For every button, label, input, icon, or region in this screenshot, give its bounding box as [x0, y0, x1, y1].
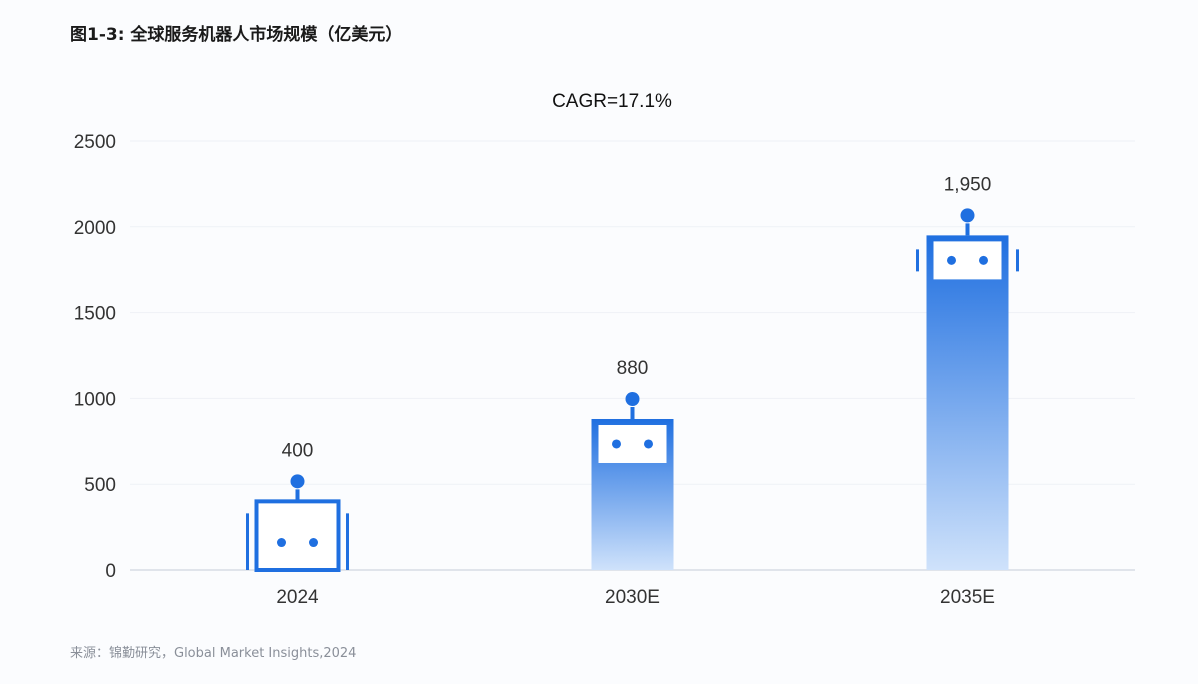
y-tick-label: 500 [84, 475, 116, 496]
bar [254, 499, 341, 572]
chart-title: 图1-3: 全球服务机器人市场规模（亿美元） [70, 25, 403, 45]
robot-eye [644, 439, 653, 449]
robot-eye [277, 538, 286, 548]
x-axis: 2024 2030E 2035E [276, 587, 995, 608]
y-tick-label: 0 [105, 561, 116, 582]
x-tick-label: 2030E [605, 587, 660, 608]
y-axis: 0 500 1000 1500 2000 2500 [74, 132, 116, 582]
data-label: 400 [282, 440, 314, 461]
robot-antenna-ball [960, 208, 975, 223]
bars: 400 880 1,950 [246, 174, 1019, 572]
robot-eye [947, 255, 956, 265]
robot-face [598, 424, 667, 463]
x-tick-label: 2035E [940, 587, 995, 608]
bar-group: 880 [591, 358, 674, 570]
bar-group: 1,950 [916, 174, 1019, 570]
data-label: 1,950 [944, 174, 992, 195]
data-label: 880 [617, 358, 649, 379]
robot-face [933, 241, 1002, 280]
source-note: 来源：锦勤研究，Global Market Insights,2024 [70, 646, 357, 661]
bar-group: 400 [246, 440, 349, 572]
chart-subtitle: CAGR=17.1% [552, 91, 672, 112]
robot-antenna-ball [625, 391, 640, 406]
bar [926, 235, 1009, 570]
y-tick-label: 2000 [74, 218, 116, 239]
y-tick-label: 1500 [74, 304, 116, 325]
y-tick-label: 1000 [74, 389, 116, 410]
robot-antenna-ball [290, 474, 305, 489]
robot-eye [309, 538, 318, 548]
x-tick-label: 2024 [276, 587, 319, 608]
y-tick-label: 2500 [74, 132, 116, 153]
robot-eye [979, 255, 988, 265]
robot-eye [612, 439, 621, 449]
